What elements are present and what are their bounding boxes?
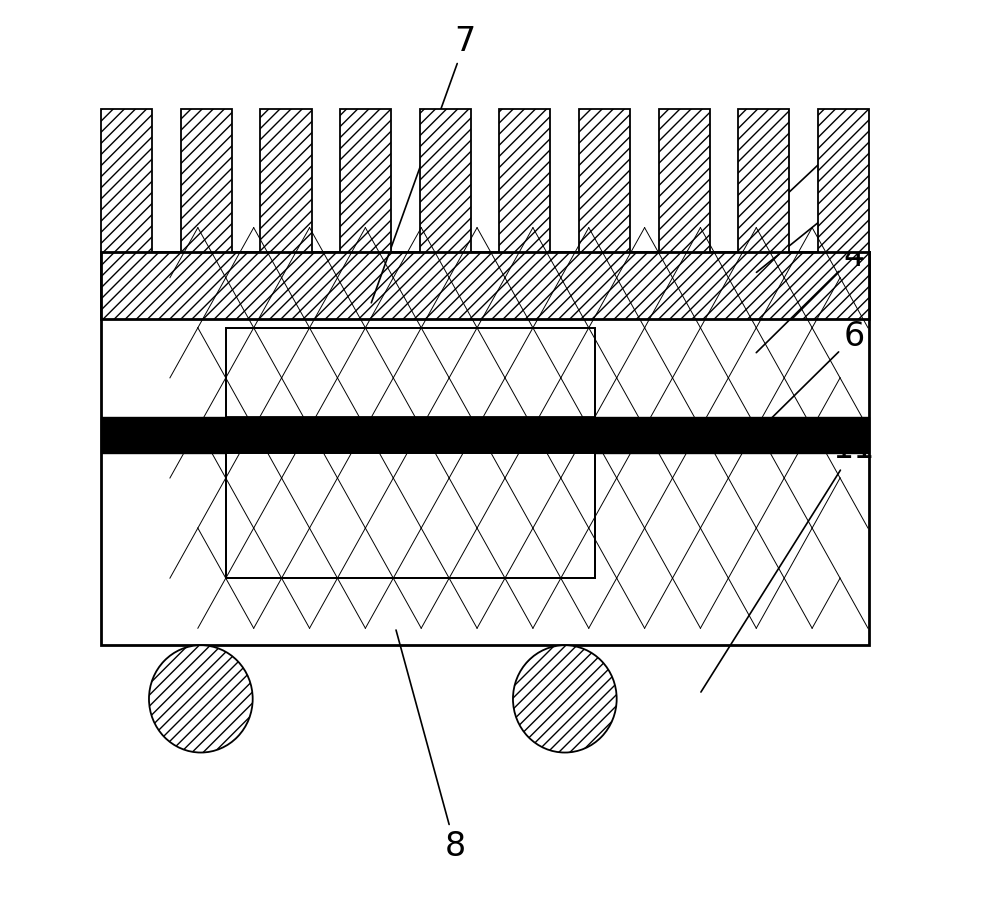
Ellipse shape <box>513 645 617 753</box>
Bar <box>226 327 595 579</box>
Bar <box>101 417 869 453</box>
Bar <box>101 252 869 318</box>
Bar <box>738 109 789 252</box>
Bar <box>579 109 630 252</box>
Bar <box>181 109 232 252</box>
Bar <box>420 109 471 252</box>
Bar <box>260 109 312 252</box>
Bar <box>340 109 391 252</box>
Bar <box>226 327 595 417</box>
Bar <box>101 109 152 252</box>
Text: 8: 8 <box>396 630 466 863</box>
Text: 7: 7 <box>371 25 476 303</box>
Text: 5: 5 <box>756 177 865 273</box>
Text: 4: 4 <box>756 239 865 353</box>
Bar <box>226 453 595 579</box>
Bar <box>101 252 869 645</box>
Text: 11: 11 <box>701 432 875 692</box>
Text: 6: 6 <box>756 320 865 433</box>
Text: 9: 9 <box>756 115 865 223</box>
Bar <box>226 453 595 579</box>
Bar <box>499 109 550 252</box>
Ellipse shape <box>149 645 253 753</box>
Bar <box>818 109 869 252</box>
Bar <box>659 109 710 252</box>
